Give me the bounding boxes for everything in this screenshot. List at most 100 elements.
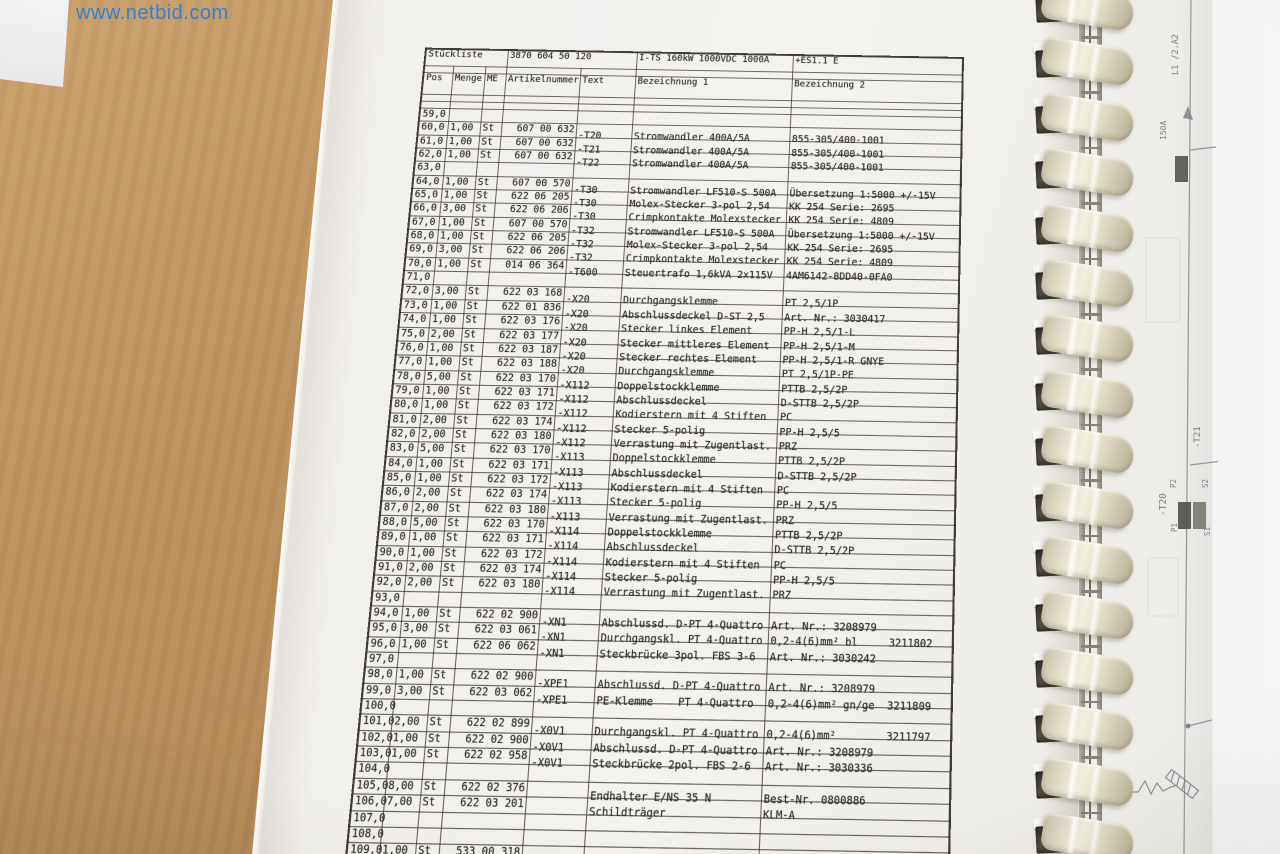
table-cell-text: Stecker linkes Element [620,323,753,338]
table-cell: Abschlussd. D-PT 4-Quattro [598,609,769,633]
table-cell: 108,0 [347,826,384,844]
table-cell [380,826,418,844]
table-cell: St [438,576,463,593]
table-cell: 71,0 [402,270,435,286]
table-cell [576,110,634,126]
table-cell [459,592,542,609]
table-cell: 622 06 206 [493,203,571,219]
schematic-label: P2 [1169,479,1178,488]
table-cell: 87,0 [379,500,413,516]
table-cell: PT 2,5/1P [782,291,959,311]
table-cell-text: PP-H 2,5/1-L [783,326,856,340]
table-cell-text: Schildträger [588,806,666,821]
table-cell [475,162,499,177]
table-cell: 622 02 900 [447,731,531,750]
table-cell-text: -X112 [555,422,587,435]
table-cell: St [424,731,450,748]
schematic-label: -T20 [1158,493,1169,516]
table-cell-text: KLM-A [762,809,796,823]
table-cell: 622 02 900 [458,607,541,625]
table-cell-text: -X114 [547,540,579,554]
table-cell: -XPE1 [534,670,596,692]
table-cell: 2,00 [410,500,447,517]
table-cell: 83,0 [385,441,418,457]
table-cell: 622 03 061 [457,622,539,640]
table-cell [454,653,537,671]
table-cell: St [428,684,454,701]
table-cell-text: Best-Nr. 0800886 [763,792,866,809]
table-cell: 90,0 [375,545,409,561]
table-cell-text: 855-305/400-1001 [791,134,885,147]
fuse-symbol [1129,768,1200,800]
table-cell-text: -XPE1 [535,693,568,708]
table-cell: 73,0 [399,298,432,314]
table-cell: St [476,149,500,163]
column-header: Artikelnummer [504,74,581,97]
table-cell: Endhalter E/NS 35 N [587,782,762,805]
binding-ring [1081,368,1102,371]
table-cell: 3,00 [431,285,466,300]
table-cell: Abschlussd. D-PT 4-Quattro [594,671,767,695]
table-cell: St [470,216,494,231]
table-cell [448,108,482,123]
table-cell: 91,0 [373,560,407,576]
table-cell-text: -XN1 [539,647,565,661]
table-cell: St [414,843,440,854]
table-cell: -XN1 [538,608,600,629]
schematic-label: P1 [1170,523,1179,532]
table-cell: 2,00 [405,560,442,577]
table-cell-text: Stecker mittleres Element [619,337,770,352]
table-cell: 2,00 [390,714,428,732]
table-cell: 72,0 [401,284,433,300]
table-cell-text: PT 2,5/1P [784,298,839,311]
table-cell: 2,00 [412,486,448,502]
table-cell: 607 00 632 [500,122,577,138]
table-cell-text: Stecker rechtes Element [618,351,758,366]
table-cell-text: -X114 [548,525,580,539]
table-cell [523,813,587,831]
binding-ring [1081,479,1102,482]
table-cell-text: Endhalter E/NS 35 N [589,789,712,806]
table-cell: 67,0 [408,215,440,230]
table-cell: 76,0 [395,340,428,356]
table-cell: 1,00 [445,135,480,150]
table-cell [437,591,462,608]
schematic-label: S2 [1201,479,1210,488]
table-cell-text: PTTB 2,5/2P [774,529,843,543]
table-cell: 7,00 [383,794,421,812]
table-cell-text: Art. Nr.: 3030242 [769,651,877,666]
table-cell: 0,2-4(6)mm² 3211797 [763,721,952,745]
table-cell-text: Doppelstockklemme [607,526,713,541]
table-cell: St [474,175,498,190]
table-cell [421,763,447,780]
table-cell: 1,00 [413,471,450,487]
table-cell: 622 06 062 [455,638,538,655]
table-cell: 79,0 [391,383,424,399]
table-cell-text: -X113 [551,480,583,494]
table-cell-text: PRZ [772,589,792,603]
parts-table-wrap: Stückliste 3870 604 50 120 I-TS 160kW 1000… [339,47,964,854]
table-cell-text: -X0V1 [531,740,565,755]
table-cell: 98,0 [363,667,397,684]
binding-ring [1081,257,1102,261]
table-cell: 1,00 [422,384,457,400]
table-cell-text: -T21 [576,143,601,156]
binding-ring [1081,423,1102,427]
table-cell-text: Molex-Stecker 3-pol 2,54 [626,239,769,254]
table-cell-text: 0,2-4(6)mm² bl 3211802 [770,635,933,652]
table-cell: St [420,779,446,796]
table-cell: 622 03 170 [466,516,547,534]
table-cell-text: -X0V1 [530,756,564,771]
binding-ring [1081,534,1102,538]
table-cell: 2,00 [417,427,454,443]
table-cell: 89,0 [376,530,410,546]
table-cell [439,827,524,846]
table-cell: 69,0 [405,243,437,258]
table-cell [386,762,424,780]
table-cell: 102,0 [357,730,393,747]
table-cell-text: 0,2-4(6)mm² gn/ge 3211809 [767,697,932,714]
column-header: Menge [450,73,485,96]
table-cell-text: Doppelstockklemme [616,380,720,394]
table-cell-text: PP-H 2,5/5 [775,499,838,513]
